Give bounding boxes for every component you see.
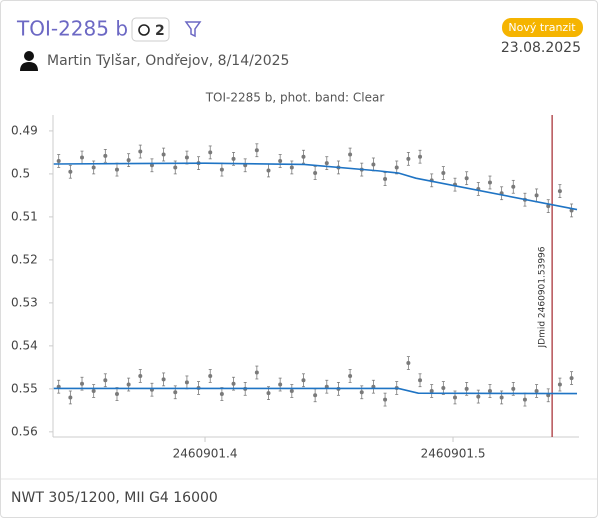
data-point bbox=[418, 154, 423, 159]
user-icon-body bbox=[20, 62, 38, 71]
data-point bbox=[80, 155, 85, 160]
data-point bbox=[557, 189, 562, 194]
data-point bbox=[266, 391, 271, 396]
data-point bbox=[546, 204, 551, 209]
data-point bbox=[499, 395, 504, 400]
data-point bbox=[184, 380, 189, 385]
data-point bbox=[208, 150, 213, 155]
data-point bbox=[138, 373, 143, 378]
data-point bbox=[301, 378, 306, 383]
data-point bbox=[511, 386, 516, 391]
data-point bbox=[161, 377, 166, 382]
data-point bbox=[254, 148, 259, 153]
data-point bbox=[534, 193, 539, 198]
model-line bbox=[53, 387, 578, 395]
data-point bbox=[406, 361, 411, 366]
data-point bbox=[487, 389, 492, 393]
data-point bbox=[511, 184, 516, 189]
data-point bbox=[103, 378, 108, 383]
data-point bbox=[56, 159, 61, 163]
chart-title: TOI-2285 b, phot. band: Clear bbox=[205, 91, 385, 105]
data-point bbox=[418, 378, 423, 383]
y-tick-label: 0.53 bbox=[11, 295, 38, 309]
data-point bbox=[522, 397, 527, 402]
status-text: Nový tranzit bbox=[508, 21, 576, 34]
count-badge bbox=[131, 17, 170, 42]
data-point bbox=[173, 165, 178, 170]
y-tick-label: 0.56 bbox=[11, 424, 38, 438]
data-point bbox=[219, 167, 224, 172]
data-point bbox=[149, 163, 154, 168]
jdmid-label: JDmid 2460901.53996 bbox=[538, 246, 548, 348]
data-point bbox=[464, 176, 469, 181]
y-tick-label: 0.54 bbox=[11, 338, 38, 352]
data-point bbox=[91, 389, 96, 393]
data-point bbox=[557, 382, 562, 387]
data-point bbox=[487, 180, 492, 185]
data-point bbox=[126, 158, 131, 163]
data-point bbox=[348, 152, 353, 157]
data-point bbox=[301, 154, 306, 159]
data-point bbox=[114, 392, 119, 397]
data-point bbox=[289, 165, 294, 170]
data-point bbox=[383, 177, 388, 182]
data-point bbox=[464, 386, 469, 391]
data-point bbox=[289, 389, 294, 393]
data-point bbox=[68, 395, 73, 400]
data-point bbox=[476, 394, 481, 399]
data-point bbox=[406, 156, 411, 161]
data-point bbox=[324, 161, 329, 166]
data-point bbox=[278, 382, 283, 387]
observer: Martin Tylšar, Ondřejov, 8/14/2025 bbox=[47, 53, 289, 69]
x-tick-label: 2460901.5 bbox=[421, 447, 486, 461]
data-point bbox=[231, 381, 236, 386]
y-tick-label: 0.52 bbox=[11, 252, 38, 266]
data-point bbox=[254, 370, 259, 375]
filter-icon[interactable] bbox=[184, 21, 202, 38]
x-tick-label: 2460901.4 bbox=[173, 447, 238, 461]
data-point bbox=[173, 390, 178, 395]
data-point bbox=[371, 162, 376, 167]
data-point bbox=[394, 165, 399, 170]
data-point bbox=[114, 167, 119, 172]
data-point bbox=[266, 168, 271, 173]
y-tick-label: 0.55 bbox=[11, 381, 38, 395]
data-point bbox=[569, 376, 574, 381]
date: 23.08.2025 bbox=[501, 40, 581, 56]
data-point bbox=[313, 393, 318, 398]
data-point bbox=[126, 382, 131, 387]
count-icon bbox=[138, 24, 150, 36]
title[interactable]: TOI-2285 b bbox=[16, 17, 128, 41]
data-point bbox=[231, 156, 236, 161]
data-point bbox=[278, 159, 283, 163]
data-point bbox=[534, 389, 539, 393]
data-point bbox=[219, 392, 224, 397]
data-point bbox=[313, 171, 318, 176]
data-point bbox=[184, 155, 189, 160]
data-point bbox=[103, 153, 108, 158]
data-point bbox=[91, 165, 96, 170]
status-badge bbox=[502, 18, 583, 37]
count: 2 bbox=[155, 23, 165, 39]
data-point bbox=[80, 381, 85, 386]
data-point bbox=[161, 152, 166, 157]
data-point bbox=[348, 373, 353, 378]
data-point bbox=[383, 397, 388, 402]
data-point bbox=[429, 389, 434, 393]
data-point bbox=[68, 169, 73, 174]
model-line bbox=[53, 162, 578, 211]
data-point bbox=[359, 390, 364, 395]
data-point bbox=[441, 385, 446, 390]
data-point bbox=[441, 171, 446, 176]
y-tick-label: 0.51 bbox=[11, 209, 38, 223]
data-point bbox=[138, 149, 143, 154]
footer: NWT 305/1200, MII G4 16000 bbox=[11, 490, 218, 506]
user-icon bbox=[24, 51, 34, 61]
data-point bbox=[208, 373, 213, 378]
y-tick-label: 0.49 bbox=[11, 123, 38, 137]
y-tick-label: 0.5 bbox=[11, 166, 30, 180]
data-point bbox=[453, 395, 458, 400]
